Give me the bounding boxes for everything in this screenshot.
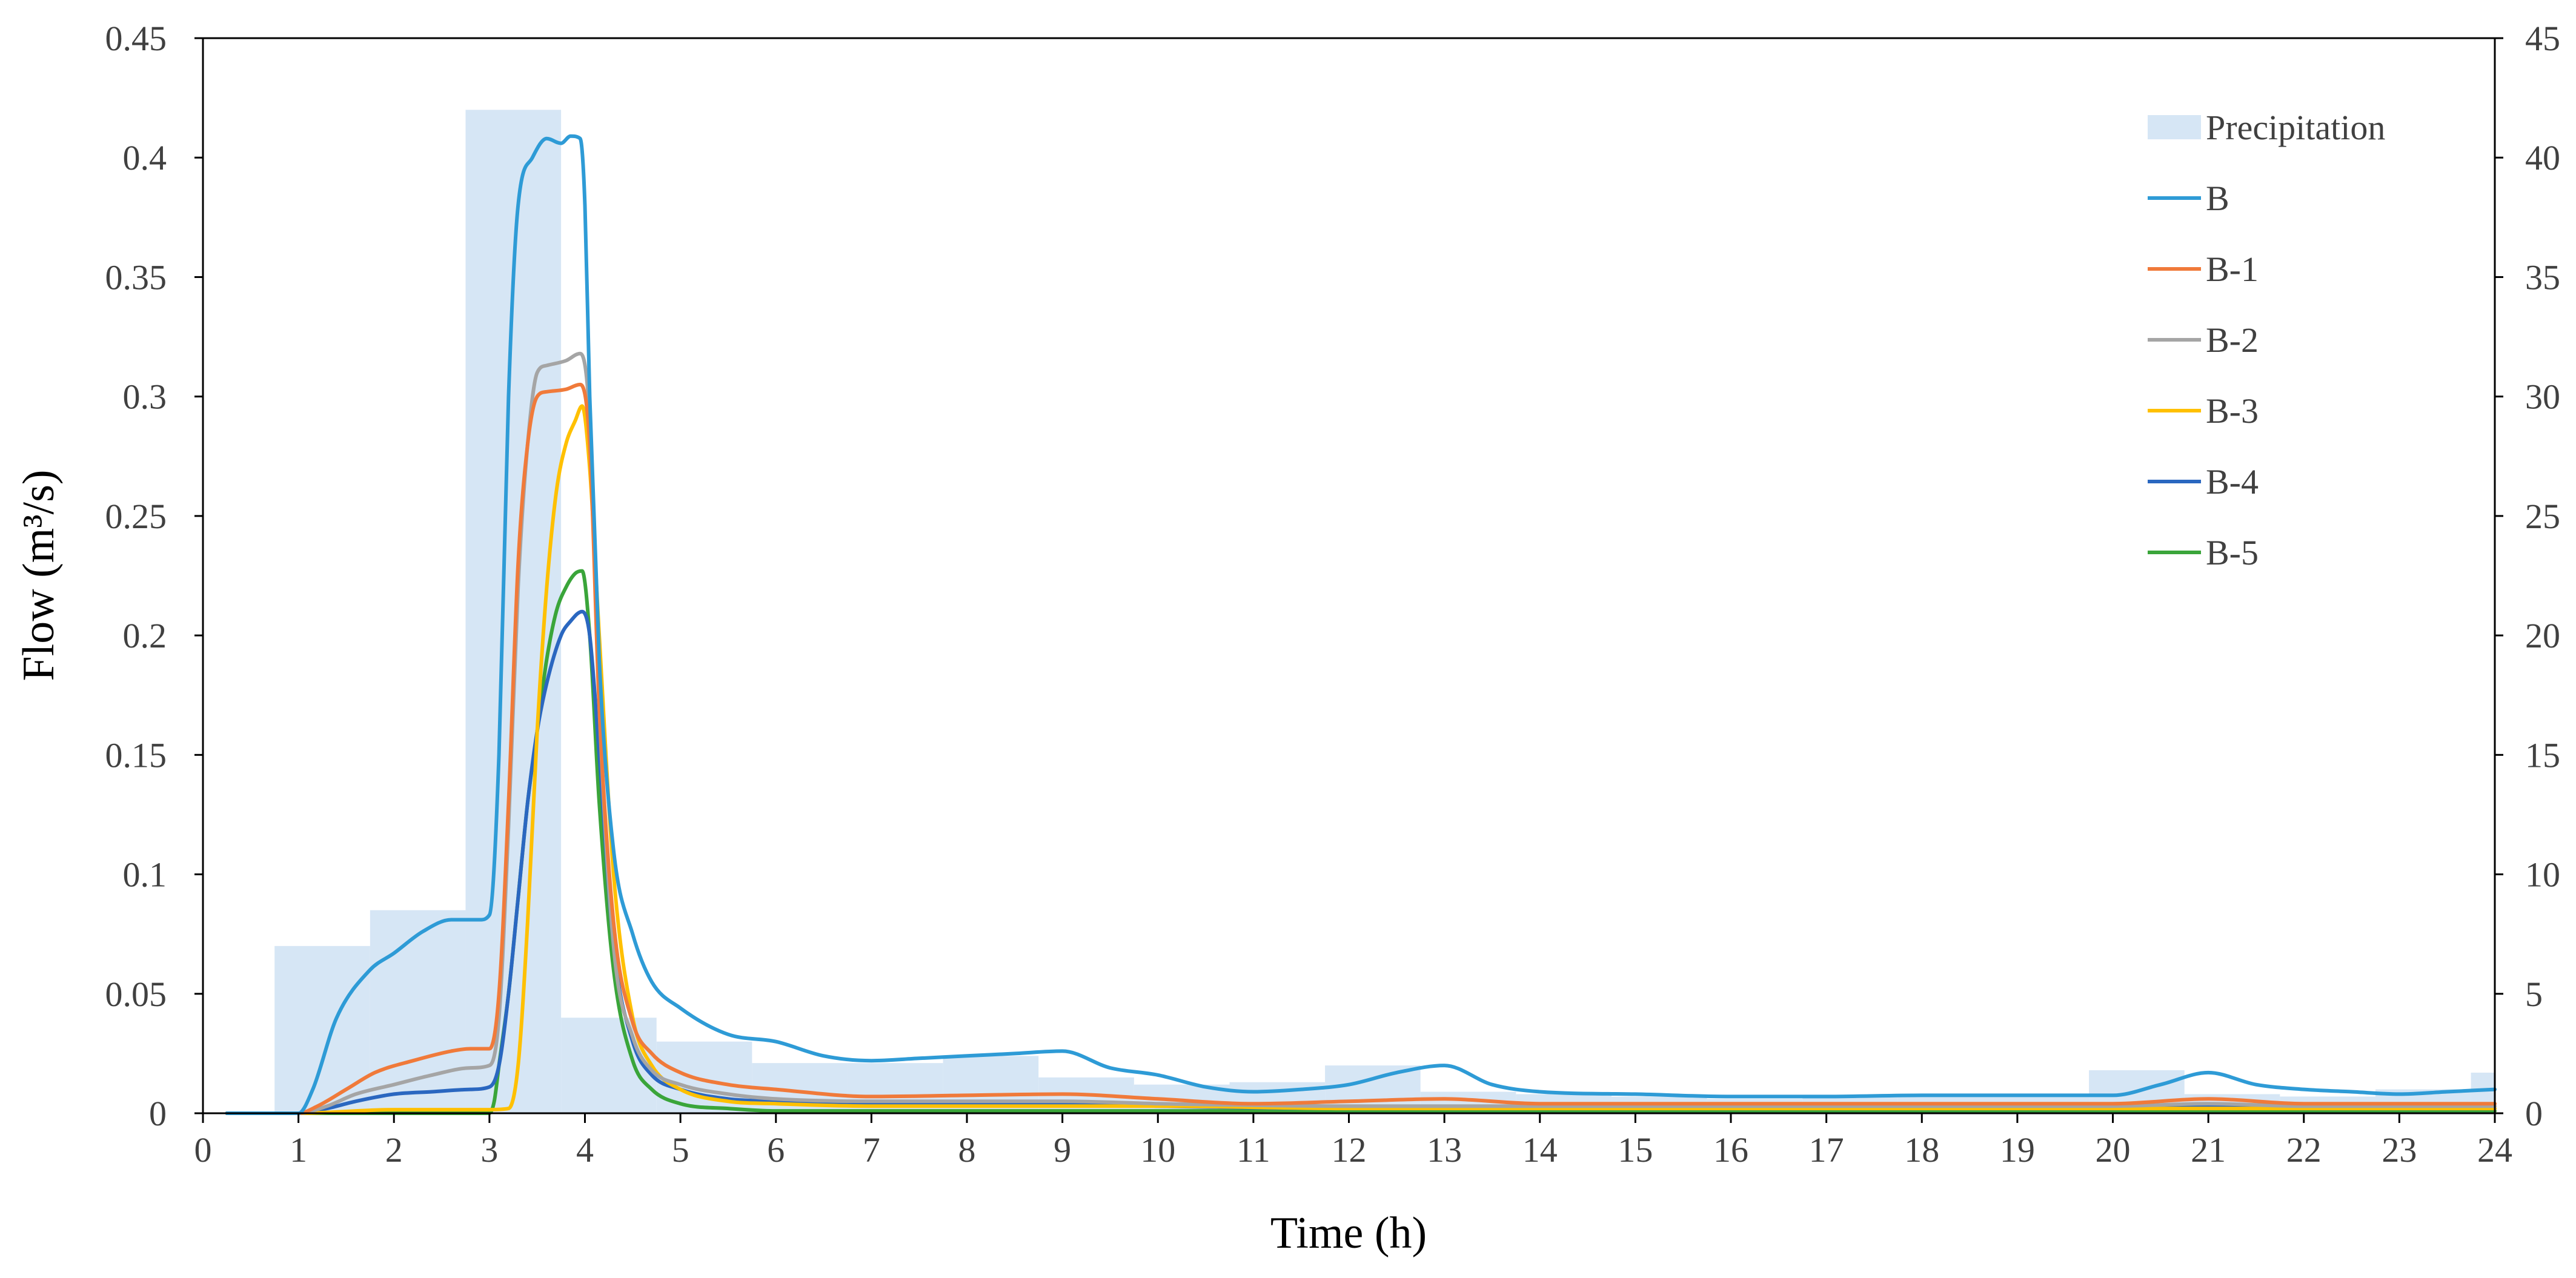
x-tick-label: 11	[1237, 1130, 1270, 1170]
y2-tick-label: 10	[2525, 855, 2560, 895]
x-axis-ticks: 0 1 2 3 4 5 6 7 8 9 10 11 12 13 14 15 16 17 18 19 20 21 22 23 24	[194, 1113, 2512, 1170]
y2-tick-label: 40	[2525, 138, 2560, 177]
legend-label-b-1: B-1	[2206, 250, 2259, 289]
x-tick-label: 23	[2382, 1130, 2417, 1170]
legend-label-precipitation: Precipitation	[2206, 108, 2385, 147]
y2-tick-label: 25	[2525, 497, 2560, 536]
x-tick-label: 17	[1809, 1130, 1844, 1170]
y-tick-label: 0.25	[105, 497, 167, 536]
y-tick-label: 0.1	[123, 855, 167, 895]
y2-tick-label: 20	[2525, 616, 2560, 655]
x-tick-label: 14	[1522, 1130, 1558, 1170]
y-tick-label: 0.05	[105, 975, 167, 1014]
y-axis-title: Flow (m³/s)	[14, 469, 64, 681]
y-tick-label: 0	[149, 1094, 167, 1133]
x-tick-label: 16	[1713, 1130, 1748, 1170]
y2-tick-label: 35	[2525, 257, 2560, 297]
legend-label-b: B	[2206, 179, 2229, 218]
x-tick-label: 0	[194, 1130, 212, 1170]
flow-series-lines	[225, 134, 2497, 1116]
x-tick-label: 8	[958, 1130, 976, 1170]
y2-tick-label: 30	[2525, 377, 2560, 417]
y2-axis-ticks: 0 5 10 15 20 25 30 35 40 45	[2495, 19, 2560, 1133]
x-tick-label: 3	[480, 1130, 498, 1170]
series-line-b	[225, 134, 2497, 1115]
x-tick-label: 1	[290, 1130, 307, 1170]
x-tick-label: 24	[2477, 1130, 2512, 1170]
y2-tick-label: 0	[2525, 1094, 2543, 1133]
y-tick-label: 0.15	[105, 735, 167, 775]
x-tick-label: 9	[1054, 1130, 1071, 1170]
x-tick-label: 5	[672, 1130, 689, 1170]
precipitation-bar	[561, 1018, 657, 1113]
x-tick-label: 12	[1332, 1130, 1367, 1170]
precipitation-bar	[274, 945, 370, 1113]
y-tick-label: 0.2	[123, 616, 167, 655]
y-axis-ticks: 0 0.05 0.1 0.15 0.2 0.25 0.3 0.35 0.4 0.45	[105, 19, 203, 1133]
legend-label-b-4: B-4	[2206, 462, 2259, 502]
x-tick-label: 7	[863, 1130, 880, 1170]
x-tick-label: 15	[1618, 1130, 1653, 1170]
x-tick-label: 21	[2191, 1130, 2226, 1170]
y2-tick-label: 5	[2525, 975, 2543, 1014]
x-tick-label: 18	[1904, 1130, 1939, 1170]
x-tick-label: 4	[576, 1130, 594, 1170]
legend-label-b-5: B-5	[2206, 533, 2259, 572]
series-line-b-2	[225, 351, 2497, 1115]
legend: Precipitation B B-1 B-2 B-3 B-4 B-5	[2148, 108, 2385, 572]
x-tick-label: 13	[1427, 1130, 1462, 1170]
y-tick-label: 0.45	[105, 19, 167, 58]
series-line-b-1	[225, 382, 2497, 1115]
y-tick-label: 0.3	[123, 377, 167, 417]
x-axis-title: Time (h)	[1270, 1208, 1427, 1258]
y-tick-label: 0.35	[105, 257, 167, 297]
x-tick-label: 6	[767, 1130, 785, 1170]
x-tick-label: 22	[2286, 1130, 2322, 1170]
legend-label-b-3: B-3	[2206, 391, 2259, 431]
x-tick-label: 2	[385, 1130, 403, 1170]
x-tick-label: 19	[2000, 1130, 2035, 1170]
y2-tick-label: 15	[2525, 735, 2560, 775]
x-tick-label: 10	[1140, 1130, 1175, 1170]
precipitation-bar	[370, 910, 466, 1113]
x-tick-label: 20	[2096, 1130, 2131, 1170]
legend-label-b-2: B-2	[2206, 320, 2259, 360]
y2-tick-label: 45	[2525, 19, 2560, 58]
legend-swatch-precipitation	[2148, 115, 2201, 139]
y-tick-label: 0.4	[123, 138, 167, 177]
